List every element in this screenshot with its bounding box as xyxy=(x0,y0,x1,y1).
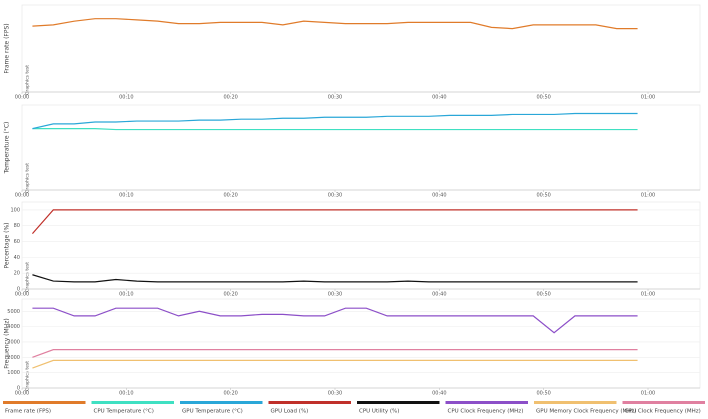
legend-swatch xyxy=(268,401,351,404)
y-tick-label: 40 xyxy=(14,255,20,261)
x-tick-label: 00:50 xyxy=(536,193,550,199)
x-tick-label: 00:30 xyxy=(328,391,342,397)
legend-label: CPU Temperature (°C) xyxy=(94,409,154,415)
x-tick-label: 00:00 xyxy=(15,292,29,298)
legend-swatch xyxy=(180,401,263,404)
x-tick-label: 00:50 xyxy=(536,95,550,101)
x-tick-label: 00:30 xyxy=(328,193,342,199)
x-tick-label: 00:10 xyxy=(119,95,133,101)
legend-swatch xyxy=(445,401,528,404)
legend-label: GPU Memory Clock Frequency (MHz) xyxy=(536,409,636,415)
legend-swatch xyxy=(622,401,705,404)
legend-label: GPU Load (%) xyxy=(271,409,309,415)
y-tick-label: 0 xyxy=(17,287,20,293)
y-tick-label: 20 xyxy=(14,271,20,277)
x-tick-label: 00:20 xyxy=(223,193,237,199)
series-line xyxy=(32,274,638,283)
legend-label: GPU Clock Frequency (MHz) xyxy=(625,409,701,415)
x-tick-label: 00:50 xyxy=(536,391,550,397)
x-tick-label: 00:20 xyxy=(223,95,237,101)
y-tick-label: 0 xyxy=(17,386,20,392)
x-tick-label: 00:20 xyxy=(223,292,237,298)
plot-area xyxy=(21,104,701,191)
x-tick-label: 01:00 xyxy=(641,95,655,101)
y-axis-label: Temperature (°C) xyxy=(4,122,11,175)
x-tick-label: 00:40 xyxy=(432,391,446,397)
x-tick-label: 01:00 xyxy=(641,193,655,199)
legend-label: Frame rate (FPS) xyxy=(5,409,51,415)
x-tick-label: 01:00 xyxy=(641,391,655,397)
annotation: Graphics test xyxy=(25,65,31,95)
x-tick-label: 00:00 xyxy=(15,391,29,397)
x-tick-label: 00:30 xyxy=(328,95,342,101)
y-axis-label: Frequency (MHz) xyxy=(4,318,11,368)
x-tick-label: 01:00 xyxy=(641,292,655,298)
legend-label: CPU Clock Frequency (MHz) xyxy=(448,409,524,415)
x-tick-label: 00:40 xyxy=(432,193,446,199)
x-tick-label: 00:40 xyxy=(432,292,446,298)
plot-area xyxy=(21,4,701,93)
x-tick-label: 00:00 xyxy=(15,193,29,199)
y-tick-label: 100 xyxy=(10,207,20,213)
series-line xyxy=(32,359,638,369)
series-line xyxy=(31,209,638,235)
series-line xyxy=(32,18,638,30)
legend-swatch xyxy=(357,401,440,404)
y-tick-label: 5000 xyxy=(7,309,20,315)
y-axis-label: Percentage (%) xyxy=(4,222,11,268)
legend-label: GPU Temperature (°C) xyxy=(182,409,243,415)
x-tick-label: 00:40 xyxy=(432,95,446,101)
y-tick-label: 80 xyxy=(14,223,20,229)
series-line xyxy=(32,128,638,131)
y-tick-label: 2000 xyxy=(7,355,20,361)
x-tick-label: 00:00 xyxy=(15,95,29,101)
legend-swatch xyxy=(91,401,174,404)
y-tick-label: 4000 xyxy=(7,324,20,330)
x-tick-label: 00:30 xyxy=(328,292,342,298)
legend-label: CPU Utility (%) xyxy=(359,409,399,415)
annotation: Graphics test xyxy=(25,163,31,193)
y-axis-label: Frame rate (FPS) xyxy=(4,23,11,73)
legend-swatch xyxy=(3,401,86,404)
y-tick-label: 1000 xyxy=(7,370,20,376)
y-tick-label: 60 xyxy=(14,239,20,245)
series-line xyxy=(32,307,638,334)
annotation: Graphics test xyxy=(25,262,31,292)
annotation: Graphics test xyxy=(25,361,31,391)
x-tick-label: 00:50 xyxy=(536,292,550,298)
series-line xyxy=(32,349,638,358)
x-tick-label: 00:10 xyxy=(119,391,133,397)
y-tick-label: 3000 xyxy=(7,339,20,345)
plot-area xyxy=(21,298,701,389)
plot-area xyxy=(21,201,701,290)
legend-swatch xyxy=(534,401,617,404)
x-tick-label: 00:20 xyxy=(223,391,237,397)
series-line xyxy=(32,112,638,130)
x-tick-label: 00:10 xyxy=(119,292,133,298)
x-tick-label: 00:10 xyxy=(119,193,133,199)
